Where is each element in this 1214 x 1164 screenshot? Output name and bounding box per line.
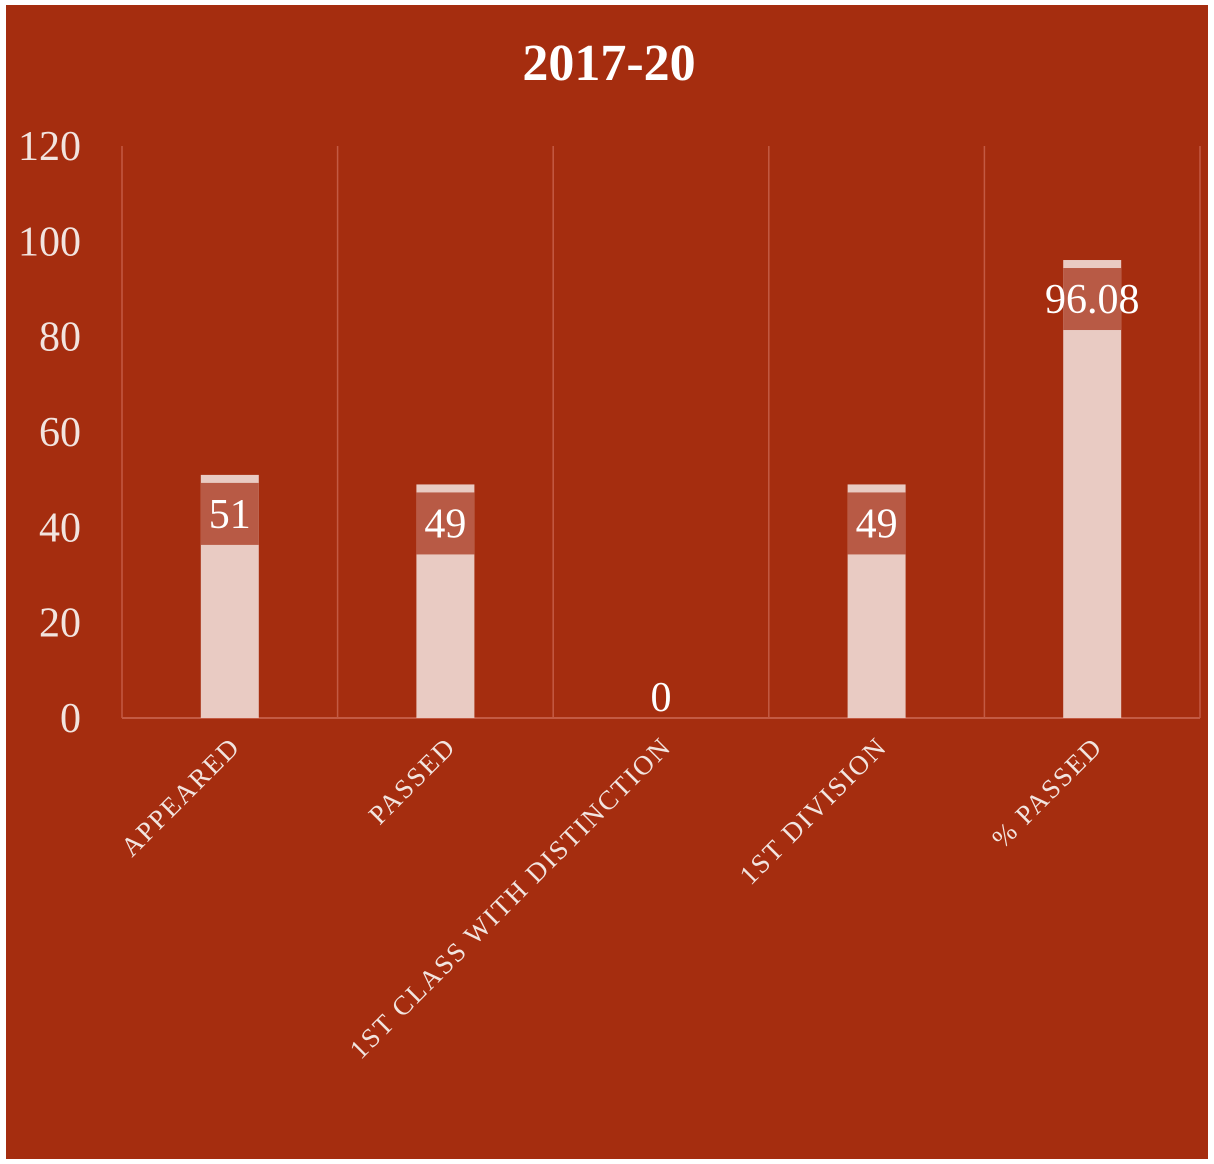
data-label: 0 bbox=[651, 675, 672, 721]
x-tick-label: APPEARED bbox=[115, 731, 246, 862]
bar-chart: 2017-20 0 20 40 60 80 100 120 51 49 0 49 96.08 APP… bbox=[18, 35, 1201, 1065]
y-tick-label: 20 bbox=[39, 601, 81, 647]
data-label-box bbox=[416, 492, 475, 555]
bar bbox=[1063, 260, 1122, 718]
y-axis: 0 20 40 60 80 100 120 bbox=[18, 124, 81, 742]
y-tick-label: 80 bbox=[39, 315, 81, 361]
x-tick-label: % PASSED bbox=[986, 731, 1109, 854]
bars bbox=[200, 260, 1122, 718]
data-label: 96.08 bbox=[1045, 277, 1140, 323]
y-tick-label: 40 bbox=[39, 505, 81, 551]
data-label: 51 bbox=[209, 492, 251, 538]
y-tick-label: 120 bbox=[18, 124, 81, 170]
x-tick-label: PASSED bbox=[363, 731, 462, 830]
data-label: 49 bbox=[856, 501, 898, 547]
data-labels: 51 49 0 49 96.08 bbox=[200, 268, 1140, 721]
x-tick-label: 1ST DIVISION bbox=[734, 731, 893, 890]
data-label-box bbox=[847, 492, 906, 555]
chart-title: 2017-20 bbox=[522, 35, 695, 92]
data-label-box bbox=[1063, 268, 1122, 331]
chart-frame: 2017-20 0 20 40 60 80 100 120 51 49 0 49 96.08 APP… bbox=[6, 5, 1208, 1159]
y-tick-label: 0 bbox=[60, 696, 81, 742]
y-tick-label: 60 bbox=[39, 410, 81, 456]
gridlines bbox=[121, 146, 1201, 719]
y-tick-label: 100 bbox=[18, 219, 81, 265]
data-label: 49 bbox=[424, 501, 466, 547]
data-label-box bbox=[200, 482, 259, 545]
